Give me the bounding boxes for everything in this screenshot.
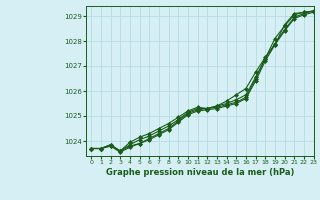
- X-axis label: Graphe pression niveau de la mer (hPa): Graphe pression niveau de la mer (hPa): [106, 168, 294, 177]
